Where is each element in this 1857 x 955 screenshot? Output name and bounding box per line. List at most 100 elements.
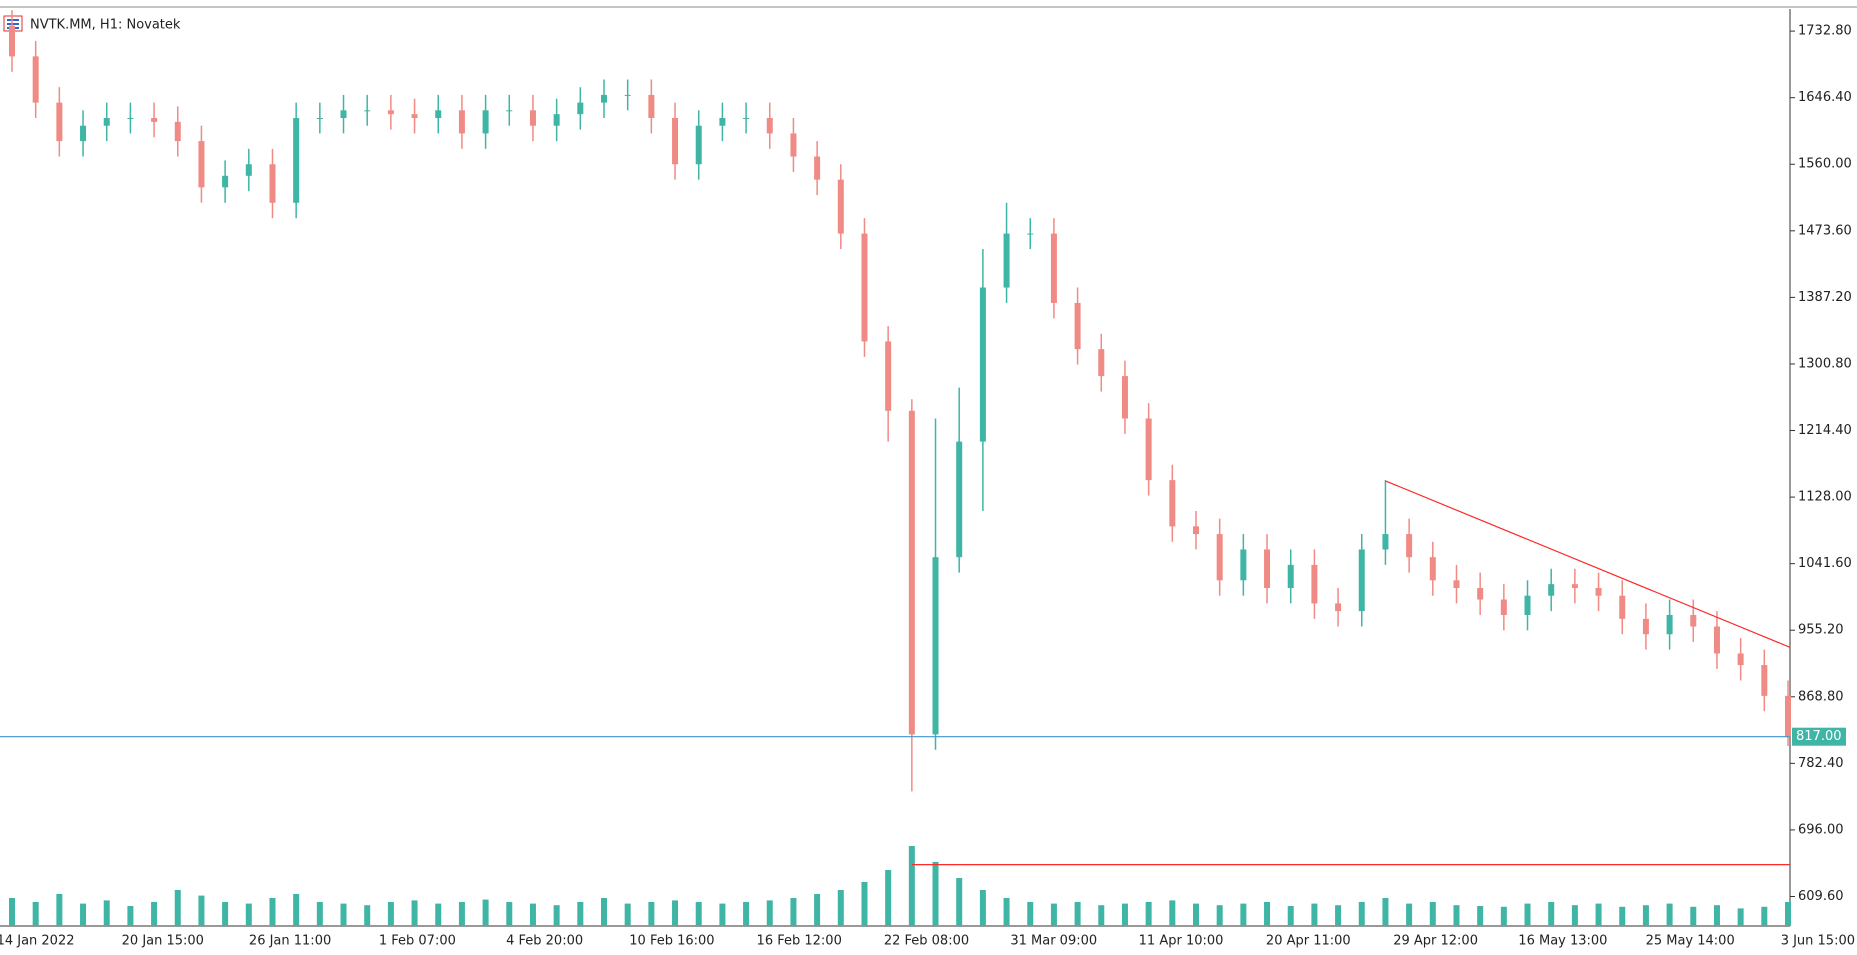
y-tick-label: 1473.60 xyxy=(1798,223,1852,238)
volume-bar xyxy=(1311,903,1318,926)
volume-bar xyxy=(1121,903,1128,926)
candle-body xyxy=(1453,580,1460,588)
volume-bar xyxy=(174,890,181,926)
y-tick-label: 696.00 xyxy=(1798,822,1844,837)
volume-bar xyxy=(766,900,773,926)
candle-body xyxy=(1382,534,1389,550)
y-tick-label: 609.60 xyxy=(1798,889,1844,904)
x-tick-label: 25 May 14:00 xyxy=(1646,934,1735,949)
volume-bar xyxy=(1666,903,1673,926)
volume-bar xyxy=(1500,906,1507,926)
volume-bar xyxy=(1642,905,1649,926)
volume-bar xyxy=(1358,902,1365,926)
candle-body xyxy=(1335,603,1342,612)
volume-bar xyxy=(316,902,323,926)
y-tick-label: 1214.40 xyxy=(1798,423,1852,438)
candle-body xyxy=(1761,665,1768,696)
candle-body xyxy=(1358,549,1365,612)
volume-bar xyxy=(695,902,702,926)
x-tick-label: 10 Feb 16:00 xyxy=(629,934,714,949)
y-tick-label: 1732.80 xyxy=(1798,24,1852,39)
volume-bar xyxy=(1027,902,1034,926)
volume-bar xyxy=(529,903,536,926)
y-tick-label: 868.80 xyxy=(1798,689,1844,704)
candle-body xyxy=(719,118,726,126)
volume-bar xyxy=(553,905,560,926)
volume-bar xyxy=(885,870,892,926)
volume-bar xyxy=(956,878,963,926)
candle-body xyxy=(1074,302,1081,350)
volume-bar xyxy=(1761,906,1768,926)
candle-body xyxy=(648,94,655,119)
candle-body xyxy=(1713,626,1720,654)
candle-body xyxy=(529,110,536,126)
candle-body xyxy=(222,175,229,188)
volume-bar xyxy=(80,903,87,926)
candle-body xyxy=(979,287,986,442)
volume-bar xyxy=(245,903,252,926)
volume-bar xyxy=(1216,905,1223,926)
x-tick-label: 20 Apr 11:00 xyxy=(1266,934,1351,949)
candle-body xyxy=(411,114,418,119)
candle-body xyxy=(908,410,915,735)
volume-bar xyxy=(293,894,300,926)
candle-body xyxy=(1595,587,1602,596)
volume-bar xyxy=(151,902,158,926)
candle-body xyxy=(1193,526,1199,535)
x-tick-label: 26 Jan 11:00 xyxy=(249,934,331,949)
candle-body xyxy=(743,118,750,120)
candle-body xyxy=(1311,564,1318,604)
candle-body xyxy=(1287,564,1294,588)
y-tick-label: 1387.20 xyxy=(1798,290,1852,305)
candle-body xyxy=(80,125,87,142)
candle-body xyxy=(103,118,110,126)
candle-body xyxy=(151,118,158,122)
candle-body xyxy=(1619,595,1626,619)
volume-bar xyxy=(364,905,371,926)
candle-body xyxy=(1642,618,1649,635)
volume-bar xyxy=(340,903,347,926)
volume-bar xyxy=(624,903,631,926)
volume-bar xyxy=(1737,908,1744,926)
volume-bar xyxy=(1240,903,1247,926)
y-tick-label: 1041.60 xyxy=(1798,556,1852,571)
volume-bar xyxy=(908,846,915,926)
volume-bar xyxy=(269,898,276,926)
volume-bar xyxy=(198,895,205,926)
candle-body xyxy=(340,110,347,119)
volume-bar xyxy=(1453,905,1460,926)
y-tick-label: 1128.00 xyxy=(1798,490,1852,505)
volume-bar xyxy=(387,902,394,926)
y-tick-label: 1300.80 xyxy=(1798,356,1852,371)
volume-bar xyxy=(1571,905,1578,926)
candle-body xyxy=(387,110,394,115)
volume-bar xyxy=(506,902,513,926)
chart-title: NVTK.MM, H1: Novatek xyxy=(30,18,181,33)
x-tick-label: 14 Jan 2022 xyxy=(0,934,74,949)
volume-bar xyxy=(672,900,679,926)
candle-body xyxy=(1264,549,1271,588)
candle-body xyxy=(1240,549,1247,581)
volume-bar xyxy=(1406,903,1413,926)
volume-bar xyxy=(9,898,15,926)
candle-body xyxy=(1690,614,1697,627)
volume-bar xyxy=(222,902,229,926)
candle-body xyxy=(435,110,442,119)
candle-body xyxy=(269,164,276,203)
volume-bar xyxy=(1429,902,1436,926)
candle-body xyxy=(127,118,134,120)
candle-body xyxy=(1216,534,1223,581)
volume-bar xyxy=(1145,902,1152,926)
x-tick-label: 11 Apr 10:00 xyxy=(1139,934,1224,949)
y-tick-label: 1646.40 xyxy=(1798,90,1852,105)
x-tick-label: 29 Apr 12:00 xyxy=(1393,934,1478,949)
candle-body xyxy=(1145,418,1152,481)
y-tick-label: 1560.00 xyxy=(1798,157,1852,172)
candle-body xyxy=(601,94,607,103)
volume-bar xyxy=(1524,903,1531,926)
volume-bar xyxy=(932,862,939,926)
candle-body xyxy=(316,118,323,120)
chart-icon-line xyxy=(7,19,19,21)
candle-body xyxy=(861,233,868,342)
volume-bar xyxy=(1193,903,1199,926)
